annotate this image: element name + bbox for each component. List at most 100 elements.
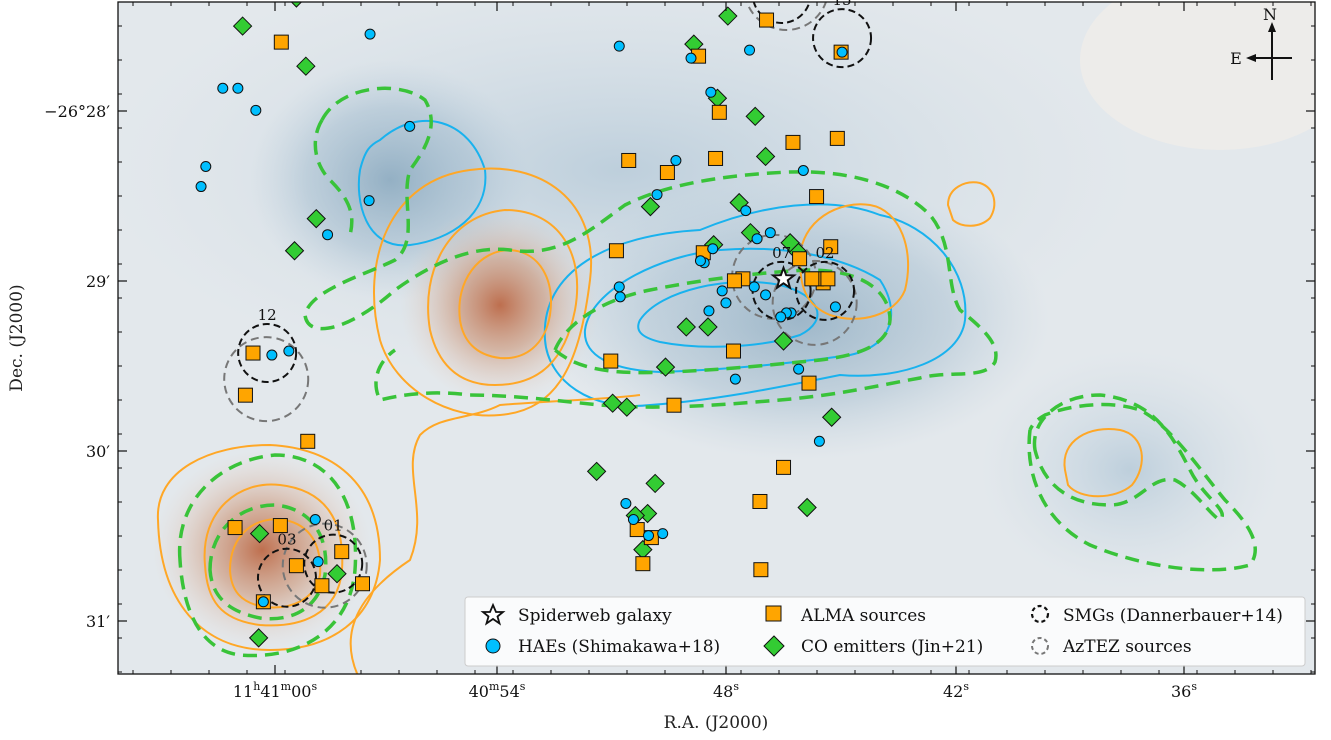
smg-label: 12 <box>258 306 277 324</box>
legend-item-smg: SMGs (Dannerbauer+14) <box>1030 604 1283 626</box>
co-emitter-marker <box>645 473 665 494</box>
hae-source-marker <box>703 305 715 317</box>
aztec-circle <box>281 522 368 609</box>
spiderweb-layer <box>770 264 797 291</box>
co-emitter-marker <box>718 6 738 26</box>
hae-source-marker <box>775 311 787 323</box>
hae-source-marker <box>404 120 416 132</box>
hae-source-marker <box>643 530 655 542</box>
axis-ticks <box>118 2 1315 674</box>
alma-source-marker <box>288 558 304 574</box>
legend-label: ALMA sources <box>800 606 926 626</box>
legend-label: CO emitters (Jin+21) <box>801 637 983 657</box>
hae-source-marker <box>627 514 639 526</box>
star-icon <box>480 602 506 626</box>
y-tick-label: 29′ <box>86 272 110 291</box>
smg-label: 01 <box>324 517 343 535</box>
x-tick-label: 48s <box>713 680 739 701</box>
alma-source-marker <box>354 576 370 592</box>
hae-source-marker <box>322 229 334 241</box>
smg-circle <box>812 8 873 69</box>
circle-icon <box>485 638 501 654</box>
legend-label: AzTEZ sources <box>1062 637 1192 657</box>
hae-source-marker <box>266 349 278 361</box>
hae-source-marker <box>740 205 752 217</box>
co-emitter-marker <box>780 233 800 253</box>
legend-item-spiderweb: Spiderweb galaxy <box>480 602 672 626</box>
alma-density-contours <box>156 167 1143 674</box>
plot-frame <box>117 1 1316 675</box>
hae-source-marker <box>764 227 776 239</box>
hae-source-marker <box>748 281 760 293</box>
co-emitter-marker <box>232 16 253 36</box>
co-emitter-marker <box>284 241 305 261</box>
y-tick-label: −26°28′ <box>44 102 110 121</box>
hae-source-marker <box>729 373 741 385</box>
hae-source-marker <box>716 285 728 297</box>
hae-source-marker <box>217 82 229 94</box>
alma-source-marker <box>603 353 619 369</box>
hae-source-marker <box>195 181 207 193</box>
compass-rose: N E <box>1230 5 1292 80</box>
alma-source-marker <box>300 433 316 449</box>
alma-source-marker <box>272 518 288 534</box>
hae-source-marker <box>657 528 669 540</box>
x-axis-title: R.A. (J2000) <box>664 713 769 733</box>
hae-source-marker <box>620 497 632 509</box>
alma-source-marker <box>273 34 289 50</box>
co-emitter-marker <box>586 461 607 482</box>
co-emitter-marker <box>698 317 718 337</box>
spiderweb-galaxy-marker <box>770 264 797 291</box>
alma-source-marker <box>829 130 845 146</box>
diamond-icon <box>763 635 785 657</box>
alma-source-marker <box>725 343 741 359</box>
gray-dashed-circle-icon <box>1031 637 1049 655</box>
hae-source-marker <box>797 165 809 177</box>
hae-density-contours <box>357 119 967 407</box>
y-axis-title: Dec. (J2000) <box>7 284 27 391</box>
legend-item-alma: ALMA sources <box>765 605 926 626</box>
smg-circle <box>752 2 811 24</box>
alma-source-marker <box>823 239 839 255</box>
square-icon <box>765 605 782 622</box>
smg-label: 07 <box>772 244 791 262</box>
alma-source-marker <box>753 562 769 578</box>
co-emitter-marker <box>797 497 817 518</box>
co-emitter-marker <box>296 56 316 76</box>
hae-source-marker <box>200 160 212 172</box>
alma-source-marker <box>245 345 261 361</box>
hae-source-marker <box>793 363 805 375</box>
y-tick-label: 30′ <box>86 442 110 461</box>
smg-label: 03 <box>277 531 296 549</box>
aztec-circle <box>745 2 827 31</box>
hae-source-marker <box>751 233 763 245</box>
alma-source-marker <box>708 150 724 166</box>
co-emitter-marker <box>755 146 776 167</box>
co-emitter-marker <box>676 317 696 337</box>
hae-source-marker <box>257 596 269 608</box>
alma-source-marker <box>804 271 820 287</box>
hae-source-marker <box>232 82 244 94</box>
x-tick-label: 40m54s <box>469 680 526 701</box>
compass-north-label: N <box>1263 5 1277 24</box>
alma-source-marker <box>801 375 817 391</box>
co-emitter-marker <box>306 208 326 229</box>
x-tick-label: 11h41m00s <box>233 680 318 701</box>
co-emitters-layer <box>232 2 842 648</box>
alma-source-marker <box>711 104 727 120</box>
alma-source-marker <box>227 520 243 536</box>
alma-source-marker <box>334 544 350 560</box>
alma-source-marker <box>659 165 675 181</box>
legend-item-co: CO emitters (Jin+21) <box>763 635 983 657</box>
alma-source-marker <box>314 578 330 594</box>
smg-label: 02 <box>816 244 835 262</box>
x-tick-labels: 11h41m00s 40m54s 48s 42s 36s <box>233 680 1197 701</box>
smg-circles-layer <box>237 2 873 608</box>
alma-source-marker <box>621 152 637 168</box>
x-tick-label: 42s <box>943 680 969 701</box>
smg-circle <box>303 533 364 594</box>
smg-circle <box>256 547 317 608</box>
alma-source-marker <box>792 251 808 267</box>
smg-labels-layer: 01031215020713 <box>258 0 852 549</box>
hae-source-marker <box>744 44 756 56</box>
